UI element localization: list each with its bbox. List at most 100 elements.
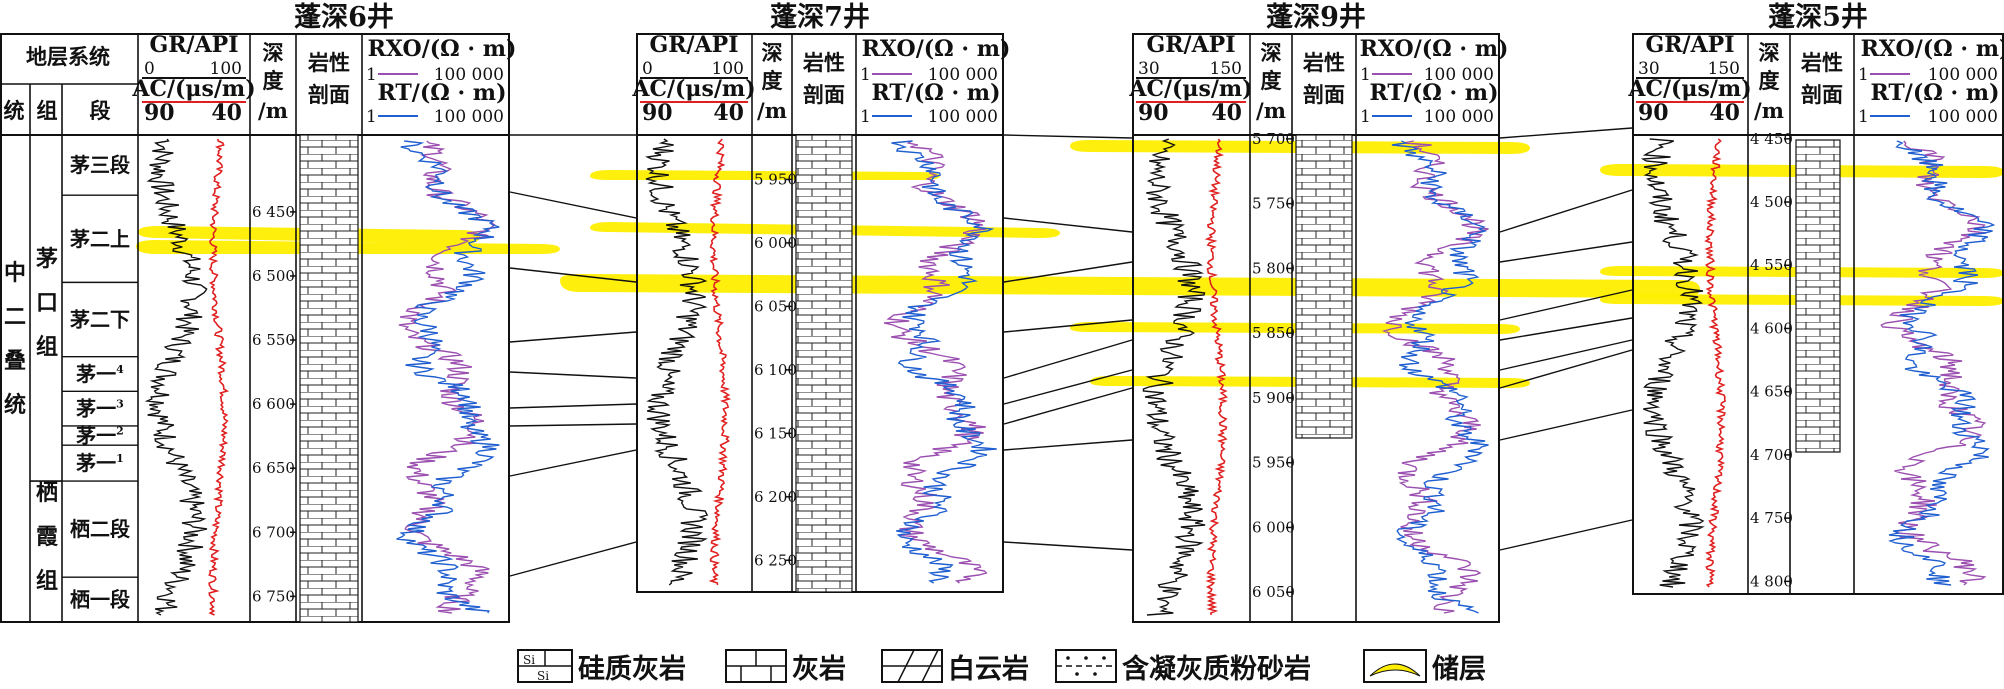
correlation-line xyxy=(509,191,637,219)
legend-item-limestone: 灰岩 xyxy=(725,649,846,685)
depth-tick-label: 4 750 xyxy=(1750,509,1793,527)
well-frame xyxy=(1132,33,1500,623)
depth-label: /m xyxy=(258,98,288,123)
reservoir-band xyxy=(560,274,1700,298)
depth-tick-label: 4 600 xyxy=(1750,319,1793,337)
correlation-line xyxy=(1003,339,1133,379)
zu-char-maokou: 茅 xyxy=(36,246,58,272)
depth-tick-label: 5 850 xyxy=(1252,324,1295,342)
legend-item-tuffaceous-siltstone: 含凝灰质粉砂岩 xyxy=(1055,649,1311,685)
well-title: 蓬深6井 xyxy=(294,2,394,33)
strat-duan-label: 段 xyxy=(90,98,111,123)
correlation-line xyxy=(1003,134,1133,139)
depth-tick-label: 4 550 xyxy=(1750,256,1793,274)
well-title: 蓬深7井 xyxy=(770,2,870,33)
ac-label: AC/(μs/m) xyxy=(1128,76,1252,102)
stratigraphy-column: 地层系统统组段中二叠统茅口组栖霞组茅三段茅二上茅二下茅一4茅一3茅一2茅一1栖二… xyxy=(0,34,139,622)
legend: Si Si 硅质灰岩 灰岩 白云岩 含凝灰质粉砂岩 xyxy=(517,649,1486,685)
correlation-lines xyxy=(509,127,1633,577)
gr-max: 150 xyxy=(1708,59,1740,79)
depth-tick-label: 6 150 xyxy=(754,424,797,442)
depth-tick-label: 4 650 xyxy=(1750,383,1793,401)
gr-curve xyxy=(1640,138,1705,588)
litho-label: 岩性 xyxy=(1800,50,1843,75)
rxo-curve xyxy=(1880,140,1987,586)
rt-curve xyxy=(891,140,997,584)
depth-tick-label: 6 500 xyxy=(252,267,295,285)
depth-label: 深 xyxy=(1759,40,1780,65)
rxo-min: 1 xyxy=(1360,65,1371,85)
ac-right: 40 xyxy=(713,100,744,126)
depth-label: 度 xyxy=(762,68,783,93)
zu-char-maokou: 组 xyxy=(36,334,58,360)
correlation-line xyxy=(509,267,637,283)
correlation-line xyxy=(509,371,637,379)
depth-tick-label: 6 650 xyxy=(252,459,295,477)
gr-min: 0 xyxy=(642,59,653,79)
rxo-min: 1 xyxy=(860,65,871,85)
depth-label: 度 xyxy=(1759,68,1780,93)
rt-max: 100 000 xyxy=(1928,107,1998,127)
depth-tick-label: 5 800 xyxy=(1252,259,1295,277)
legend-label: 含凝灰质粉砂岩 xyxy=(1122,653,1311,685)
rxo-label: RXO/(Ω · m) xyxy=(368,36,517,62)
gr-min: 30 xyxy=(1138,59,1160,79)
depth-tick-label: 5 900 xyxy=(1252,389,1295,407)
depth-tick-label: 6 600 xyxy=(252,395,295,413)
segment-label: 栖一段 xyxy=(70,588,130,612)
depth-tick-label: 6 050 xyxy=(1252,583,1295,601)
rt-label: RT/(Ω · m) xyxy=(378,80,507,106)
correlation-line xyxy=(1499,289,1633,321)
ac-left: 90 xyxy=(1138,100,1169,126)
gr-max: 150 xyxy=(1210,59,1242,79)
gr-min: 30 xyxy=(1638,59,1660,79)
rt-max: 100 000 xyxy=(434,107,504,127)
legend-item-dolomite: 白云岩 xyxy=(881,649,1029,685)
segment-label: 茅一2 xyxy=(76,424,124,448)
segment-label: 茅一4 xyxy=(76,362,124,386)
gr-min: 0 xyxy=(144,59,155,79)
rt-curve xyxy=(1888,140,1996,586)
gr-label: GR/API xyxy=(1645,32,1734,58)
rxo-max: 100 000 xyxy=(1928,65,1998,85)
depth-label: 深 xyxy=(762,40,783,65)
correlation-line xyxy=(1003,439,1133,451)
ac-curve xyxy=(1204,138,1228,616)
rt-min: 1 xyxy=(1858,107,1869,127)
depth-tick-label: 5 950 xyxy=(754,170,797,188)
rxo-min: 1 xyxy=(1858,65,1869,85)
reservoir-band xyxy=(1070,322,1520,334)
ac-left: 90 xyxy=(642,100,673,126)
rt-label: RT/(Ω · m) xyxy=(1871,80,2000,106)
depth-label: 度 xyxy=(263,68,284,93)
gr-label: GR/API xyxy=(149,32,238,58)
well-title: 蓬深5井 xyxy=(1768,2,1868,33)
correlation-line xyxy=(509,403,637,409)
rxo-max: 100 000 xyxy=(928,65,998,85)
depth-tick-label: 5 750 xyxy=(1252,195,1295,213)
depth-tick-label: 6 450 xyxy=(252,203,295,221)
correlation-line xyxy=(1003,387,1133,425)
legend-label: 硅质灰岩 xyxy=(578,654,686,685)
depth-label: 深 xyxy=(263,40,284,65)
legend-si-mark-2: Si xyxy=(537,669,549,683)
gr-curve xyxy=(645,138,709,586)
ac-curve xyxy=(208,138,230,616)
lithology-column xyxy=(795,134,853,593)
tong-char: 统 xyxy=(4,392,26,418)
strat-tong-label: 统 xyxy=(4,98,25,123)
depth-tick-label: 6 550 xyxy=(252,331,295,349)
ac-curve xyxy=(708,138,732,586)
correlation-line xyxy=(1003,319,1133,333)
correlation-line xyxy=(1003,217,1133,233)
litho-label: 岩性 xyxy=(307,50,350,75)
depth-label: 深 xyxy=(1261,40,1282,65)
depth-tick-label: 5 950 xyxy=(1252,454,1295,472)
depth-tick-label: 6 750 xyxy=(252,587,295,605)
well-title: 蓬深9井 xyxy=(1266,2,1366,33)
